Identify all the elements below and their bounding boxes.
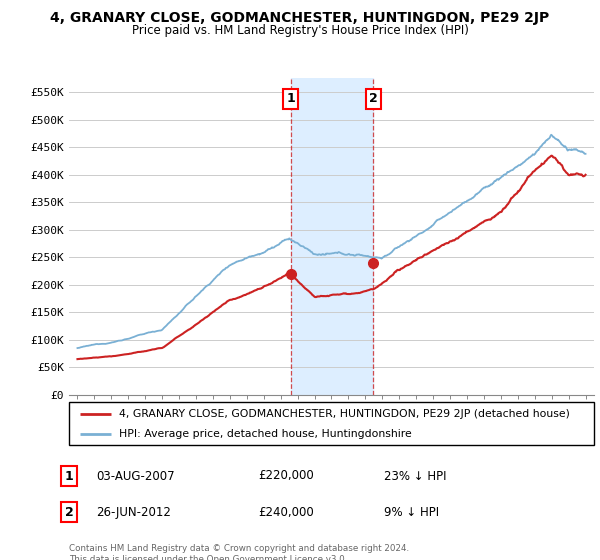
Text: 4, GRANARY CLOSE, GODMANCHESTER, HUNTINGDON, PE29 2JP: 4, GRANARY CLOSE, GODMANCHESTER, HUNTING… [50,11,550,25]
Text: 1: 1 [65,469,73,483]
Text: 2: 2 [65,506,73,519]
Text: 03-AUG-2007: 03-AUG-2007 [96,469,175,483]
Text: 23% ↓ HPI: 23% ↓ HPI [384,469,446,483]
Bar [290,78,373,395]
Text: 1: 1 [286,92,295,105]
Text: Contains HM Land Registry data © Crown copyright and database right 2024.
This d: Contains HM Land Registry data © Crown c… [69,544,409,560]
Text: 26-JUN-2012: 26-JUN-2012 [96,506,171,519]
Text: £240,000: £240,000 [258,506,314,519]
Text: HPI: Average price, detached house, Huntingdonshire: HPI: Average price, detached house, Hunt… [119,428,412,438]
Text: 9% ↓ HPI: 9% ↓ HPI [384,506,439,519]
FancyBboxPatch shape [69,402,594,445]
Text: 4, GRANARY CLOSE, GODMANCHESTER, HUNTINGDON, PE29 2JP (detached house): 4, GRANARY CLOSE, GODMANCHESTER, HUNTING… [119,409,570,419]
Text: Price paid vs. HM Land Registry's House Price Index (HPI): Price paid vs. HM Land Registry's House … [131,24,469,36]
Text: 2: 2 [369,92,378,105]
Text: £220,000: £220,000 [258,469,314,483]
